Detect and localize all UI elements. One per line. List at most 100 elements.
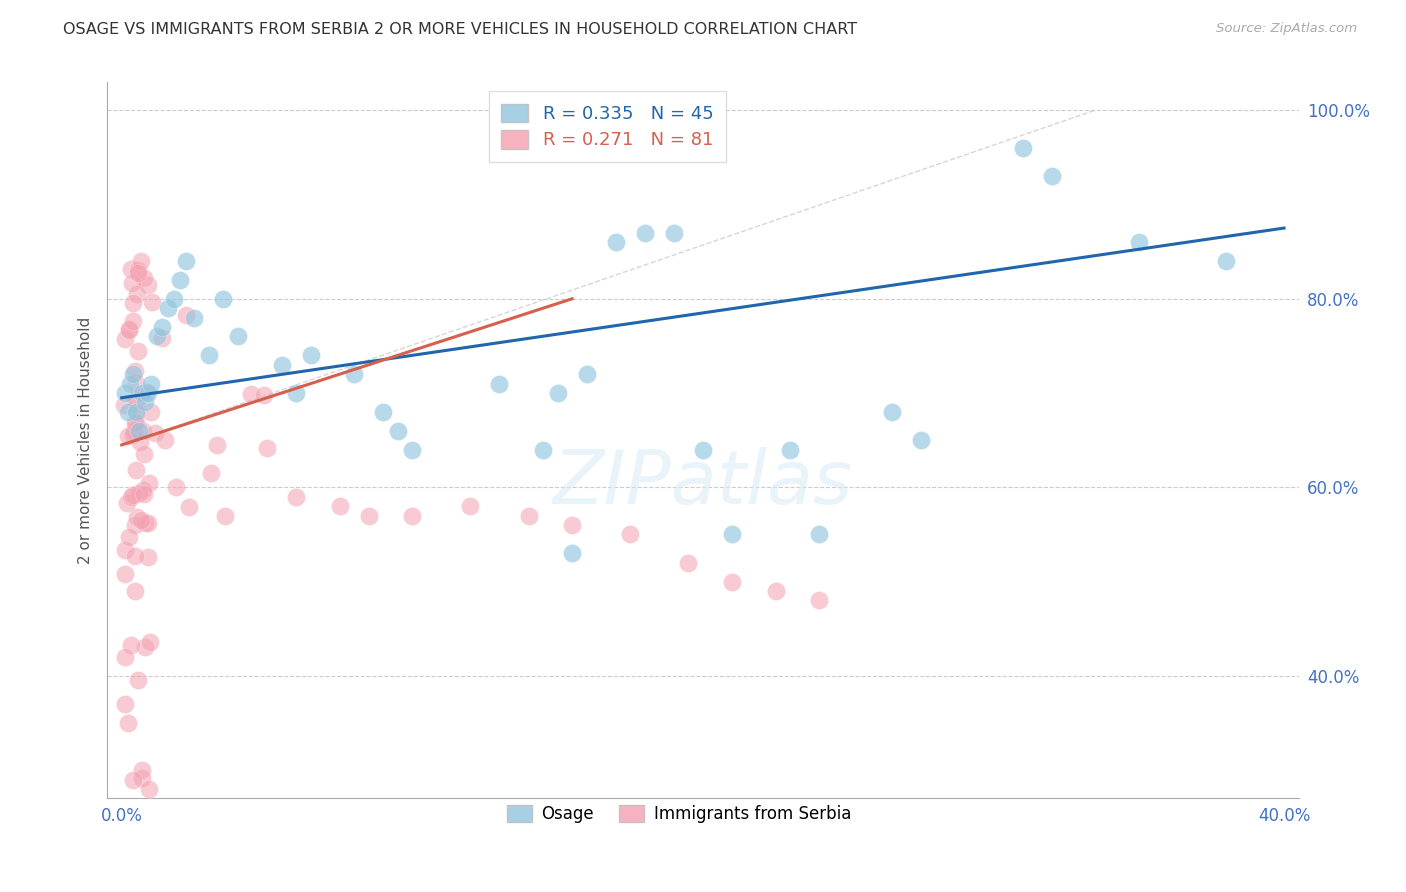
Point bbox=[205, 438, 228, 452]
Point bbox=[136, 386, 159, 401]
Point bbox=[547, 386, 569, 401]
Point bbox=[122, 772, 145, 787]
Point bbox=[575, 368, 598, 382]
Point bbox=[125, 396, 148, 410]
Point bbox=[169, 273, 191, 287]
Point bbox=[721, 527, 744, 541]
Point bbox=[139, 635, 162, 649]
Point bbox=[808, 527, 831, 541]
Point bbox=[678, 556, 700, 570]
Point bbox=[132, 424, 155, 438]
Point bbox=[212, 292, 235, 306]
Point bbox=[120, 262, 142, 277]
Point bbox=[128, 424, 150, 438]
Point bbox=[131, 386, 153, 401]
Point bbox=[163, 292, 186, 306]
Point bbox=[174, 308, 197, 322]
Point bbox=[125, 392, 148, 407]
Point bbox=[127, 344, 149, 359]
Point bbox=[373, 405, 395, 419]
Point bbox=[460, 499, 482, 513]
Point bbox=[132, 271, 155, 285]
Y-axis label: 2 or more Vehicles in Household: 2 or more Vehicles in Household bbox=[79, 317, 93, 564]
Point bbox=[114, 697, 136, 711]
Point bbox=[125, 405, 148, 419]
Point bbox=[134, 640, 156, 655]
Point bbox=[139, 405, 162, 419]
Point bbox=[112, 398, 135, 412]
Point bbox=[808, 593, 831, 607]
Point bbox=[145, 329, 167, 343]
Point bbox=[136, 516, 159, 531]
Point bbox=[129, 513, 152, 527]
Point bbox=[662, 226, 685, 240]
Point bbox=[125, 415, 148, 429]
Point bbox=[120, 376, 142, 391]
Point bbox=[561, 518, 583, 533]
Point bbox=[285, 386, 308, 401]
Point bbox=[118, 530, 141, 544]
Point bbox=[122, 314, 145, 328]
Legend: Osage, Immigrants from Serbia: Osage, Immigrants from Serbia bbox=[501, 798, 858, 830]
Point bbox=[141, 295, 163, 310]
Point bbox=[125, 463, 148, 477]
Point bbox=[122, 425, 145, 439]
Point bbox=[128, 434, 150, 449]
Point bbox=[1011, 141, 1033, 155]
Point bbox=[136, 277, 159, 292]
Point bbox=[125, 286, 148, 301]
Point bbox=[115, 496, 138, 510]
Point bbox=[129, 254, 152, 268]
Point bbox=[329, 499, 352, 513]
Point bbox=[120, 490, 142, 504]
Point bbox=[124, 549, 146, 563]
Point bbox=[177, 500, 200, 515]
Text: Source: ZipAtlas.com: Source: ZipAtlas.com bbox=[1216, 22, 1357, 36]
Point bbox=[155, 433, 177, 447]
Point bbox=[124, 518, 146, 533]
Point bbox=[122, 368, 145, 382]
Point bbox=[692, 442, 714, 457]
Point bbox=[114, 386, 136, 401]
Point bbox=[128, 485, 150, 500]
Point bbox=[1215, 254, 1237, 268]
Point bbox=[124, 407, 146, 421]
Point bbox=[357, 508, 380, 523]
Point bbox=[117, 428, 139, 442]
Point bbox=[270, 358, 292, 372]
Point bbox=[138, 781, 160, 796]
Point bbox=[226, 329, 249, 343]
Point bbox=[150, 331, 173, 345]
Point bbox=[117, 405, 139, 419]
Point bbox=[118, 321, 141, 335]
Point bbox=[122, 295, 145, 310]
Point bbox=[124, 364, 146, 378]
Point bbox=[124, 416, 146, 430]
Point bbox=[561, 546, 583, 560]
Point bbox=[401, 508, 423, 523]
Point bbox=[118, 323, 141, 337]
Point bbox=[198, 348, 221, 362]
Point bbox=[134, 395, 156, 409]
Point bbox=[143, 425, 166, 440]
Point bbox=[122, 488, 145, 502]
Point bbox=[634, 226, 657, 240]
Point bbox=[240, 387, 263, 401]
Point bbox=[139, 376, 162, 391]
Point bbox=[200, 466, 222, 480]
Point bbox=[253, 388, 276, 402]
Point bbox=[256, 441, 278, 455]
Point bbox=[131, 771, 153, 785]
Point bbox=[910, 433, 932, 447]
Point bbox=[1040, 169, 1063, 184]
Point bbox=[387, 424, 409, 438]
Point bbox=[131, 763, 153, 777]
Point bbox=[125, 509, 148, 524]
Point bbox=[299, 348, 322, 362]
Point bbox=[114, 332, 136, 346]
Point bbox=[127, 673, 149, 688]
Point bbox=[127, 263, 149, 277]
Point bbox=[765, 584, 787, 599]
Point bbox=[214, 509, 236, 524]
Point bbox=[401, 442, 423, 457]
